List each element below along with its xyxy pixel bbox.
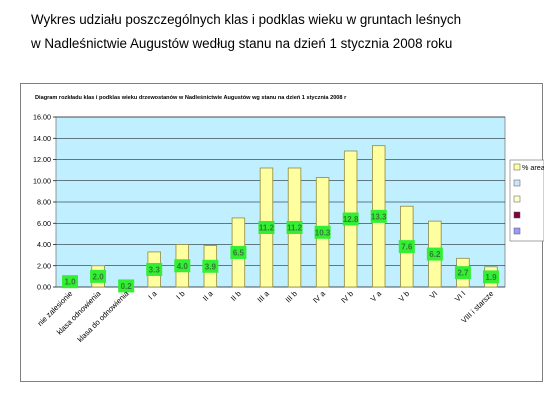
legend-swatch bbox=[513, 211, 521, 219]
category-label: IV a bbox=[311, 289, 327, 305]
data-label-box bbox=[342, 212, 359, 226]
y-tick-label: 0.00 bbox=[37, 283, 51, 292]
data-label-box bbox=[426, 247, 443, 261]
data-label-box bbox=[202, 259, 219, 273]
y-tick-label: 8.00 bbox=[37, 198, 51, 207]
data-label-box bbox=[62, 275, 79, 289]
heading-line-1: Wykres udziału poszczególnych klas i pod… bbox=[31, 12, 462, 27]
y-tick-label: 4.00 bbox=[37, 240, 51, 249]
category-label: II a bbox=[201, 289, 215, 303]
data-label-box bbox=[118, 279, 135, 293]
category-label: klasa do odnowienia bbox=[76, 289, 132, 345]
data-label: 11.2 bbox=[287, 224, 303, 233]
y-tick-label: 16.00 bbox=[33, 113, 51, 122]
category-label: VI bbox=[428, 289, 439, 300]
data-label-box bbox=[286, 221, 303, 234]
data-label: 3.9 bbox=[205, 262, 217, 271]
heading-line-2: w Nadleśnictwie Augustów według stanu na… bbox=[31, 36, 453, 51]
y-tick-label: 6.00 bbox=[37, 219, 51, 228]
data-label-box bbox=[258, 221, 275, 234]
data-label: 2.0 bbox=[93, 272, 105, 281]
data-label: 7.6 bbox=[401, 243, 413, 252]
data-label: 6.2 bbox=[429, 250, 441, 259]
data-label: 1.9 bbox=[485, 273, 497, 282]
category-label: VI I bbox=[453, 289, 467, 303]
data-label: 12.8 bbox=[343, 215, 359, 224]
page-heading: Wykres udziału poszczególnych klas i pod… bbox=[31, 8, 551, 56]
legend-label: % area bbox=[522, 163, 544, 172]
category-label: II b bbox=[229, 289, 243, 303]
data-label: 6.5 bbox=[233, 248, 245, 257]
data-label: 3.3 bbox=[149, 265, 161, 274]
category-label: III a bbox=[256, 289, 272, 305]
legend-swatch bbox=[513, 179, 521, 187]
category-label: V b bbox=[397, 289, 411, 303]
data-label-box bbox=[90, 269, 107, 283]
data-label: 2.7 bbox=[457, 269, 469, 278]
category-label: V a bbox=[369, 289, 384, 304]
chart-frame: Diagram rozkładu klas i podklas wieku dr… bbox=[20, 83, 544, 382]
y-tick-label: 10.00 bbox=[33, 176, 51, 185]
data-label-box bbox=[230, 245, 247, 259]
y-tick-label: 14.00 bbox=[33, 134, 51, 143]
legend-swatch bbox=[513, 163, 521, 171]
bar-chart: Diagram rozkładu klas i podklas wieku dr… bbox=[33, 95, 544, 345]
data-label-box bbox=[482, 270, 499, 284]
data-label: 0.2 bbox=[121, 282, 133, 291]
category-label: IV b bbox=[339, 289, 355, 305]
y-tick-label: 12.00 bbox=[33, 155, 51, 164]
data-label: 1.0 bbox=[64, 278, 76, 287]
data-label: 10.3 bbox=[315, 228, 331, 237]
data-label-box bbox=[146, 262, 163, 276]
data-label-box bbox=[314, 225, 331, 239]
data-label: 11.2 bbox=[259, 224, 275, 233]
data-label-box bbox=[398, 240, 415, 254]
category-label: I b bbox=[174, 289, 186, 301]
category-label: III b bbox=[284, 289, 299, 304]
category-label: I a bbox=[146, 289, 159, 302]
y-tick-label: 2.00 bbox=[37, 261, 51, 270]
data-label-box bbox=[174, 259, 191, 273]
data-label: 13.3 bbox=[371, 212, 387, 221]
legend-swatch bbox=[513, 195, 521, 203]
data-label: 4.0 bbox=[177, 262, 189, 271]
data-label-box bbox=[370, 209, 387, 223]
chart-title: Diagram rozkładu klas i podklas wieku dr… bbox=[35, 95, 347, 101]
data-label-box bbox=[454, 266, 471, 280]
legend-swatch bbox=[513, 227, 521, 235]
